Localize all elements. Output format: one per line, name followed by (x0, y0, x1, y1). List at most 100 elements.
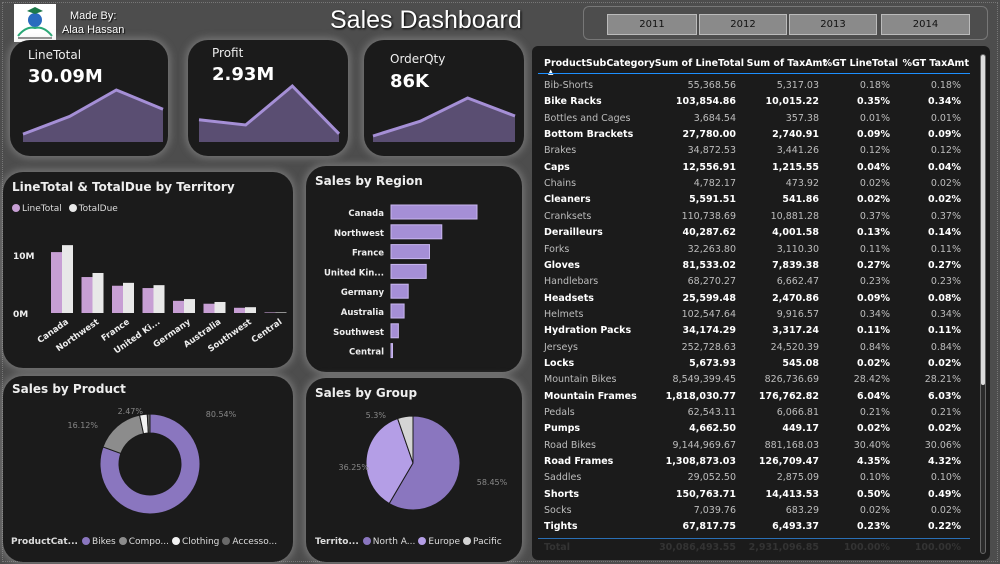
scrollbar-thumb[interactable] (981, 55, 985, 385)
cell-subcategory: Cleaners (544, 194, 591, 206)
bar-linetotal (173, 300, 184, 313)
table-row[interactable]: Bottom Brackets 27,780.00 2,740.91 0.09% 0.0… (542, 127, 972, 143)
table-row[interactable]: Helmets 102,547.64 9,916.57 0.34% 0.34% (542, 307, 972, 323)
y-tick-label: Australia (341, 308, 385, 318)
column-header-gt-taxamt[interactable]: %GT TaxAmt (902, 58, 969, 69)
sort-ascending-icon[interactable]: ▲ (548, 68, 554, 76)
table-row[interactable]: Chains 4,782.17 473.92 0.02% 0.02% (542, 176, 972, 192)
table-row[interactable]: Pumps 4,662.50 449.17 0.02% 0.02% (542, 421, 972, 437)
table-row[interactable]: Pedals 62,543.11 6,066.81 0.21% 0.21% (542, 405, 972, 421)
table-row[interactable]: Caps 12,556.91 1,215.55 0.04% 0.04% (542, 160, 972, 176)
table-row[interactable]: Bottles and Cages 3,684.54 357.38 0.01% 0.01… (542, 111, 972, 127)
legend-item[interactable]: Compo... (118, 537, 169, 547)
table-row[interactable]: Bib-Shorts 55,368.56 5,317.03 0.18% 0.18% (542, 78, 972, 94)
cell-subcategory: Cranksets (544, 210, 592, 222)
cell-value: 40,287.62 (682, 227, 737, 239)
cell-value: 6.04% (857, 390, 890, 402)
table-row[interactable]: Jerseys 252,728.63 24,520.39 0.84% 0.84% (542, 340, 972, 356)
cell-value: 0.08% (928, 292, 961, 304)
cell-value: 7,839.38 (772, 259, 819, 271)
kpi-label: Profit (212, 46, 244, 60)
table-row[interactable]: Headsets 25,599.48 2,470.86 0.09% 0.08% (542, 291, 972, 307)
total-cell: 100.00% (914, 542, 961, 553)
cell-value: 0.02% (930, 178, 961, 190)
cell-value: 0.09% (857, 292, 890, 304)
column-header-taxamt[interactable]: Sum of TaxAmt (746, 58, 827, 69)
column-header-gt-linetotal[interactable]: %GT LineTotal (822, 58, 898, 69)
table-row[interactable]: Hydration Packs 34,174.29 3,317.24 0.11% 0.1… (542, 323, 972, 339)
data-label: 2.47% (118, 407, 144, 416)
kpi-value: 86K (390, 71, 429, 92)
year-2014-button[interactable]: 2014 (881, 14, 970, 35)
table-row[interactable]: Tights 67,817.75 6,493.37 0.23% 0.22% (542, 519, 972, 535)
table-row[interactable]: Cranksets 110,738.69 10,881.28 0.37% 0.37% (542, 209, 972, 225)
kpi-card-orderqty[interactable]: OrderQty 86K (364, 40, 524, 156)
table-row[interactable]: Road Frames 1,308,873.03 126,709.47 4.35% 4.… (542, 454, 972, 470)
column-header-linetotal[interactable]: Sum of LineTotal (654, 58, 744, 69)
cell-value: 0.18% (859, 80, 890, 91)
table-row[interactable]: Gloves 81,533.02 7,839.38 0.27% 0.27% (542, 258, 972, 274)
legend-dot-icon (418, 537, 427, 545)
region-bar-chart: Canada Northwest France United Kin... German… (324, 204, 478, 359)
cell-subcategory: Hydration Packs (544, 325, 632, 337)
cell-subcategory: Tights (544, 521, 578, 533)
kpi-value: 30.09M (28, 66, 103, 87)
cell-subcategory: Gloves (544, 259, 580, 271)
bar-linetotal (112, 285, 123, 313)
cell-value: 0.02% (928, 194, 961, 206)
table-row[interactable]: Shorts 150,763.71 14,413.53 0.50% 0.49% (542, 487, 972, 503)
table-row[interactable]: Locks 5,673.93 545.08 0.02% 0.02% (542, 356, 972, 372)
table-row[interactable]: Derailleurs 40,287.62 4,001.58 0.13% 0.14% (542, 225, 972, 241)
legend-item[interactable]: Clothing (171, 537, 219, 547)
legend-item[interactable]: Pacific (463, 537, 502, 547)
bar-totaldue (214, 301, 226, 313)
bar-totaldue (184, 299, 195, 313)
legend-item-totaldue[interactable]: TotalDue (68, 204, 118, 214)
legend-title: ProductCat... (11, 537, 78, 547)
cell-value: 24,520.39 (770, 341, 819, 353)
y-tick-label: Canada (348, 209, 384, 219)
year-2013-button[interactable]: 2013 (789, 14, 877, 35)
table-row[interactable]: Cleaners 5,591.51 541.86 0.02% 0.02% (542, 192, 972, 208)
table-row[interactable]: Handlebars 68,270.27 6,662.47 0.23% 0.23% (542, 274, 972, 290)
cell-value: 150,763.71 (675, 488, 736, 500)
year-2011-button[interactable]: 2011 (607, 14, 697, 35)
legend-item[interactable]: Europe (418, 537, 460, 547)
legend-item-linetotal[interactable]: LineTotal (12, 204, 62, 214)
table-row[interactable]: Saddles 29,052.50 2,875.09 0.10% 0.10% (542, 470, 972, 486)
kpi-card-profit[interactable]: Profit 2.93M (188, 40, 348, 156)
cell-value: 3,317.24 (772, 325, 819, 337)
kpi-label: OrderQty (390, 52, 446, 66)
region-chart-card: Sales by Region Canada Northwest France Uni… (306, 166, 522, 372)
cell-value: 0.84% (930, 341, 961, 353)
kpi-label: LineTotal (28, 48, 82, 62)
table-scrollbar[interactable] (980, 54, 986, 554)
year-2012-button[interactable]: 2012 (699, 14, 787, 35)
cell-value: 0.18% (930, 80, 961, 91)
legend-item[interactable]: Bikes (81, 537, 116, 547)
y-tick-label: Southwest (333, 328, 384, 338)
slice-accesso- (146, 413, 151, 434)
chart-title: Sales by Group (315, 386, 418, 400)
table-row[interactable]: Forks 32,263.80 3,110.30 0.11% 0.11% (542, 242, 972, 258)
kpi-card-linetotal[interactable]: LineTotal 30.09M (10, 40, 168, 156)
total-cell: 2,931,096.85 (748, 542, 819, 553)
table-row[interactable]: Brakes 34,872.53 3,441.26 0.12% 0.12% (542, 143, 972, 159)
table-row[interactable]: Road Bikes 9,144,969.67 881,168.03 30.40% 30… (542, 438, 972, 454)
cell-value: 0.27% (928, 259, 961, 271)
bar-linetotal (203, 303, 215, 313)
cell-value: 0.12% (859, 145, 890, 157)
cell-subcategory: Socks (544, 505, 572, 517)
table-row[interactable]: Mountain Frames 1,818,030.77 176,762.82 6.0… (542, 389, 972, 405)
legend-dot-icon (463, 537, 472, 545)
table-row[interactable]: Socks 7,039.76 683.29 0.02% 0.02% (542, 503, 972, 519)
cell-value: 0.84% (859, 341, 890, 353)
cell-value: 0.02% (928, 357, 961, 369)
cell-value: 0.02% (857, 423, 890, 435)
column-header-subcategory[interactable]: ProductSubCategory (544, 58, 655, 69)
table-row[interactable]: Bike Racks 103,854.86 10,015.22 0.35% 0.34% (542, 94, 972, 110)
legend-item[interactable]: Accesso... (222, 537, 277, 547)
cell-subcategory: Bike Racks (544, 96, 602, 108)
table-row[interactable]: Mountain Bikes 8,549,399.45 826,736.69 28.4… (542, 372, 972, 388)
legend-item[interactable]: North A... (362, 537, 415, 547)
